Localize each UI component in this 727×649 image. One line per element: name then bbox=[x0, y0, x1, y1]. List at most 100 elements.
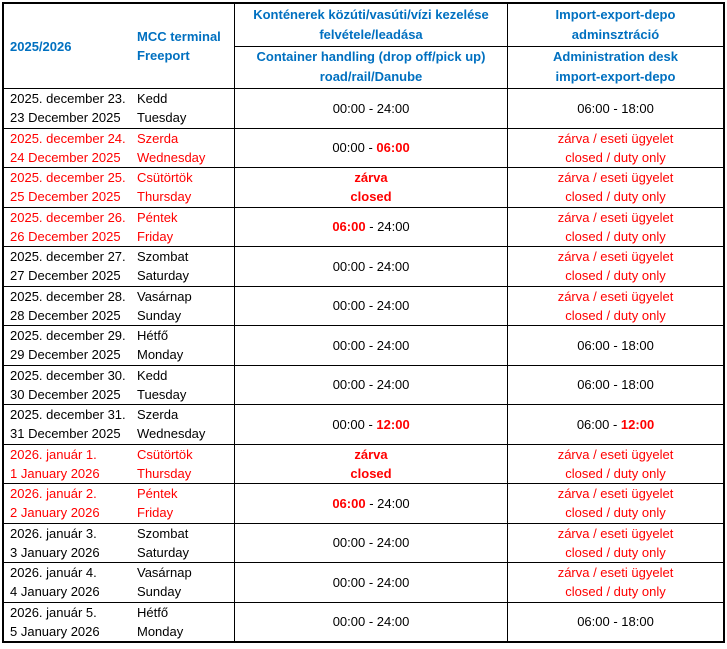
hours-line: zárva / eseti ügyelet bbox=[557, 446, 674, 462]
day-english: Friday bbox=[137, 505, 174, 521]
date-hungarian: 2025. december 28. bbox=[10, 288, 126, 304]
container-handling-hours-cell: 00:00 - 06:00 bbox=[234, 128, 507, 167]
hours-line: closed / duty only bbox=[565, 228, 666, 244]
hours-line: zárva bbox=[354, 446, 388, 462]
day-text: Hétfő Monday bbox=[137, 603, 183, 641]
date-english: 23 December 2025 bbox=[10, 110, 121, 126]
date-text: 2025. december 26. 26 December 2025 bbox=[4, 208, 137, 246]
container-handling-hours-cell: 00:00 - 24:00 bbox=[234, 365, 507, 404]
hours-line: zárva / eseti ügyelet bbox=[557, 130, 674, 146]
admin-desk-hours-cell: zárva / eseti ügyelet closed / duty only bbox=[507, 128, 723, 167]
hours-line: 00:00 - 24:00 bbox=[332, 535, 410, 551]
hours-line: 00:00 - 24:00 bbox=[332, 258, 410, 274]
hours-line: closed / duty only bbox=[565, 307, 666, 323]
day-text: Csütörtök Thursday bbox=[137, 445, 193, 483]
day-hungarian: Szerda bbox=[137, 407, 179, 423]
date-text: 2026. január 3. 3 January 2026 bbox=[4, 524, 137, 562]
hours-line: 00:00 - 12:00 bbox=[332, 416, 410, 432]
date-text: 2025. december 31. 31 December 2025 bbox=[4, 405, 137, 443]
header-handling-english: Container handling (drop off/pick up) ro… bbox=[235, 47, 507, 89]
day-english: Wednesday bbox=[137, 149, 206, 165]
day-text: Szombat Saturday bbox=[137, 247, 189, 285]
date-cell: 2025. december 30. 30 December 2025 Kedd… bbox=[4, 366, 234, 405]
hours-line: 06:00 - 24:00 bbox=[332, 495, 410, 511]
hours-line: 06:00 - 18:00 bbox=[577, 614, 654, 630]
day-english: Thursday bbox=[137, 465, 192, 481]
table-row: 2025. december 27. 27 December 2025 Szom… bbox=[4, 246, 723, 286]
admin-desk-hours-cell: 06:00 - 18:00 bbox=[507, 326, 723, 365]
container-handling-hours-cell: 06:00 - 24:00 bbox=[234, 207, 507, 246]
header-line: Konténerek közúti/vasúti/vízi kezelése bbox=[253, 6, 489, 22]
season-label: 2025/2026 bbox=[10, 38, 72, 54]
container-handling-hours-cell: 00:00 - 24:00 bbox=[234, 286, 507, 325]
day-english: Sunday bbox=[137, 307, 182, 323]
date-text: 2025. december 23. 23 December 2025 bbox=[4, 89, 137, 127]
header-line: Import-export-depo bbox=[555, 6, 676, 22]
date-english: 1 January 2026 bbox=[10, 465, 100, 481]
day-text: Vasárnap Sunday bbox=[137, 287, 192, 325]
hours-line: closed / duty only bbox=[565, 149, 666, 165]
day-hungarian: Hétfő bbox=[137, 604, 169, 620]
date-english: 4 January 2026 bbox=[10, 584, 100, 600]
day-text: Vasárnap Sunday bbox=[137, 563, 192, 601]
admin-desk-hours-cell: zárva / eseti ügyelet closed / duty only bbox=[507, 444, 723, 483]
day-text: Kedd Tuesday bbox=[137, 366, 186, 404]
day-hungarian: Csütörtök bbox=[137, 170, 193, 186]
date-text: 2026. január 2. 2 January 2026 bbox=[4, 484, 137, 522]
hours-line: closed bbox=[350, 465, 392, 481]
date-text: 2025. december 27. 27 December 2025 bbox=[4, 247, 137, 285]
hours-line: 00:00 - 24:00 bbox=[332, 337, 410, 353]
day-hungarian: Csütörtök bbox=[137, 446, 193, 462]
date-english: 26 December 2025 bbox=[10, 228, 121, 244]
terminal-label: MCC terminal Freeport bbox=[137, 27, 221, 65]
hours-line: closed / duty only bbox=[565, 465, 666, 481]
date-text: 2026. január 5. 5 January 2026 bbox=[4, 603, 137, 641]
date-cell: 2025. december 27. 27 December 2025 Szom… bbox=[4, 247, 234, 286]
date-cell: 2025. december 23. 23 December 2025 Kedd… bbox=[4, 89, 234, 128]
day-hungarian: Szombat bbox=[137, 525, 189, 541]
day-english: Friday bbox=[137, 228, 174, 244]
day-text: Csütörtök Thursday bbox=[137, 168, 193, 206]
date-hungarian: 2025. december 23. bbox=[10, 91, 126, 107]
hours-line: zárva / eseti ügyelet bbox=[557, 209, 674, 225]
day-english: Saturday bbox=[137, 268, 190, 284]
table-row: 2025. december 24. 24 December 2025 Szer… bbox=[4, 127, 723, 168]
header-container-handling-cell: Konténerek közúti/vasúti/vízi kezelése f… bbox=[234, 4, 507, 88]
header-admin-english: Administration desk import-export-depo bbox=[508, 47, 723, 89]
hours-line: 06:00 - 18:00 bbox=[577, 337, 654, 353]
admin-desk-hours-cell: zárva / eseti ügyelet closed / duty only bbox=[507, 563, 723, 602]
date-hungarian: 2026. január 3. bbox=[10, 525, 97, 541]
hours-line: 00:00 - 24:00 bbox=[332, 100, 410, 116]
date-hungarian: 2026. január 2. bbox=[10, 486, 97, 502]
date-text: 2025. december 25. 25 December 2025 bbox=[4, 168, 137, 206]
hours-line: closed / duty only bbox=[565, 189, 666, 205]
container-handling-hours-cell: 00:00 - 24:00 bbox=[234, 247, 507, 286]
date-english: 29 December 2025 bbox=[10, 347, 121, 363]
hours-line: closed / duty only bbox=[565, 544, 666, 560]
hours-line: zárva / eseti ügyelet bbox=[557, 170, 674, 186]
day-hungarian: Vasárnap bbox=[137, 565, 192, 581]
day-english: Tuesday bbox=[137, 110, 187, 126]
date-english: 30 December 2025 bbox=[10, 386, 121, 402]
hours-line: 00:00 - 06:00 bbox=[332, 140, 410, 156]
date-hungarian: 2025. december 26. bbox=[10, 209, 126, 225]
date-text: 2026. január 4. 4 January 2026 bbox=[4, 563, 137, 601]
table-row: 2026. január 3. 3 January 2026 Szombat S… bbox=[4, 522, 723, 562]
day-hungarian: Péntek bbox=[137, 486, 178, 502]
hours-line: closed / duty only bbox=[565, 268, 666, 284]
table-row: 2025. december 30. 30 December 2025 Kedd… bbox=[4, 364, 723, 405]
day-english: Thursday bbox=[137, 189, 192, 205]
day-text: Péntek Friday bbox=[137, 208, 177, 246]
hours-line: closed bbox=[350, 189, 392, 205]
date-hungarian: 2025. december 25. bbox=[10, 170, 126, 186]
admin-desk-hours-cell: zárva / eseti ügyelet closed / duty only bbox=[507, 207, 723, 246]
container-handling-hours-cell: 06:00 - 24:00 bbox=[234, 484, 507, 523]
hours-line: 00:00 - 24:00 bbox=[332, 298, 410, 314]
date-text: 2025. december 24. 24 December 2025 bbox=[4, 129, 137, 167]
table-row: 2026. január 1. 1 January 2026 Csütörtök… bbox=[4, 443, 723, 483]
date-hungarian: 2025. december 29. bbox=[10, 328, 126, 344]
day-english: Monday bbox=[137, 347, 184, 363]
day-english: Monday bbox=[137, 623, 184, 639]
date-cell: 2025. december 24. 24 December 2025 Szer… bbox=[4, 129, 234, 168]
date-cell: 2025. december 26. 26 December 2025 Pént… bbox=[4, 208, 234, 247]
